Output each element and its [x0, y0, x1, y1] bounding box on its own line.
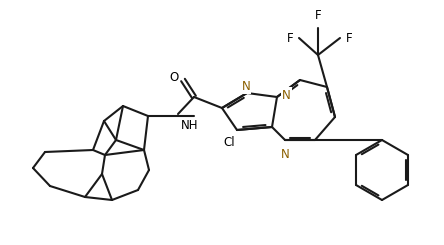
Text: N: N	[282, 88, 291, 101]
Text: F: F	[315, 9, 321, 22]
Text: N: N	[242, 79, 250, 93]
Text: Cl: Cl	[223, 135, 235, 148]
Text: F: F	[286, 33, 293, 46]
Text: F: F	[346, 33, 353, 46]
Text: O: O	[170, 71, 179, 84]
Text: NH: NH	[181, 119, 198, 132]
Text: N: N	[281, 148, 289, 161]
